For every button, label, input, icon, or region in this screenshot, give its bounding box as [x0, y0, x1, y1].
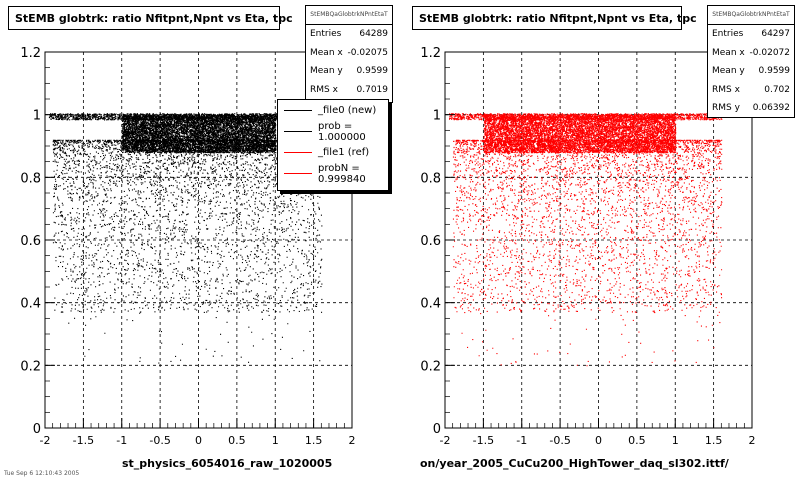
y-tick-label: 0.4: [20, 297, 41, 312]
x-tick-label: 0: [595, 434, 602, 447]
y-tick-label: 0.8: [20, 171, 41, 186]
stats-row-mean-y: Mean y 0.9599: [310, 66, 388, 76]
y-tick-label: 0.6: [20, 234, 41, 249]
x-tick-label: -1: [116, 434, 127, 447]
x-tick-label: -1.5: [473, 434, 494, 447]
y-tick-label: 0.6: [420, 234, 441, 249]
stats-name-left: StEMBQaGlobtrkNPntEtaT: [306, 6, 392, 25]
stats-box-left: StEMBQaGlobtrkNPntEtaT Entries 64289 Mean…: [305, 5, 393, 103]
stats-row-entries: Entries 64289: [310, 29, 388, 39]
legend-entry-prob: prob = 1.000000: [278, 121, 388, 143]
footer-timestamp: Tue Sep 6 12:10:43 2005: [4, 470, 80, 477]
stats-row-entries: Entries 64297: [712, 29, 790, 39]
y-tick-label: 1: [433, 109, 441, 124]
stats-box-right: StEMBQaGlobtrkNPntEtaT Entries 64297 Mean…: [707, 5, 795, 118]
x-tick-label: 0: [195, 434, 202, 447]
x-tick-label: 0.5: [628, 434, 646, 447]
x-tick-label: -1.5: [73, 434, 94, 447]
stats-name-right: StEMBQaGlobtrkNPntEtaT: [708, 6, 794, 25]
y-tick-label: 1: [33, 109, 41, 124]
plot-title-right: StEMB globtrk: ratio Nfitpnt,Npnt vs Eta…: [412, 6, 697, 30]
axes: -2 -1.5 -1 -0.5 0 0.5 1 1.5 2 0 0.2 0.4 0.6 0.8 1 1.2: [20, 46, 355, 447]
y-tick-label: 1.2: [20, 46, 41, 61]
x-tick-label: -0.5: [549, 434, 570, 447]
stats-row-mean-x: Mean x -0.02075: [310, 47, 388, 58]
axes: -2 -1.5 -1 -0.5 0 0.5 1 1.5 2 0 0.2 0.4 0.6 0.8 1 1.2: [420, 46, 755, 447]
stats-row-mean-x: Mean x -0.02072: [712, 47, 790, 58]
legend-box: _file0 (new) prob = 1.000000 _file1 (ref…: [277, 99, 389, 191]
stats-row-rms-x: RMS x 0.702: [712, 84, 790, 95]
y-tick-label: 0.2: [420, 359, 441, 374]
x-tick-label: 1.5: [305, 434, 323, 447]
x-axis-title-left: st_physics_6054016_raw_1020005: [122, 457, 333, 470]
x-axis-title-right: on/year_2005_CuCu200_HighTower_daq_sl302…: [420, 457, 729, 470]
x-tick-label: -0.5: [149, 434, 170, 447]
y-tick-label: 0: [33, 422, 41, 437]
stats-row-rms-y: RMS y 0.06392: [712, 103, 790, 113]
x-tick-label: 0.5: [228, 434, 246, 447]
x-tick-label: 1.5: [705, 434, 723, 447]
legend-entry-file0: _file0 (new): [278, 100, 388, 121]
y-tick-label: 0.4: [420, 297, 441, 312]
x-tick-label: 2: [349, 434, 356, 447]
stats-row-mean-y: Mean y 0.9599: [712, 66, 790, 76]
plot-title-left: StEMB globtrk: ratio Nfitpnt,Npnt vs Eta…: [8, 6, 293, 30]
x-tick-label: 2: [749, 434, 756, 447]
y-tick-label: 0: [433, 422, 441, 437]
x-tick-label: 1: [672, 434, 679, 447]
x-tick-label: -2: [440, 434, 451, 447]
stats-row-rms-x: RMS x 0.7019: [310, 84, 388, 95]
x-tick-label: -1: [516, 434, 527, 447]
y-tick-label: 0.8: [420, 171, 441, 186]
x-tick-label: -2: [40, 434, 51, 447]
y-tick-label: 1.2: [420, 46, 441, 61]
legend-entry-probn: probN = 0.999840: [278, 163, 388, 185]
y-tick-label: 0.2: [20, 359, 41, 374]
x-tick-label: 1: [272, 434, 279, 447]
legend-entry-file1: _file1 (ref): [278, 142, 388, 163]
scatter-plot-right: -2 -1.5 -1 -0.5 0 0.5 1 1.5 2 0 0.2 0.4 0.6 0.8 1 1.2: [420, 46, 755, 447]
